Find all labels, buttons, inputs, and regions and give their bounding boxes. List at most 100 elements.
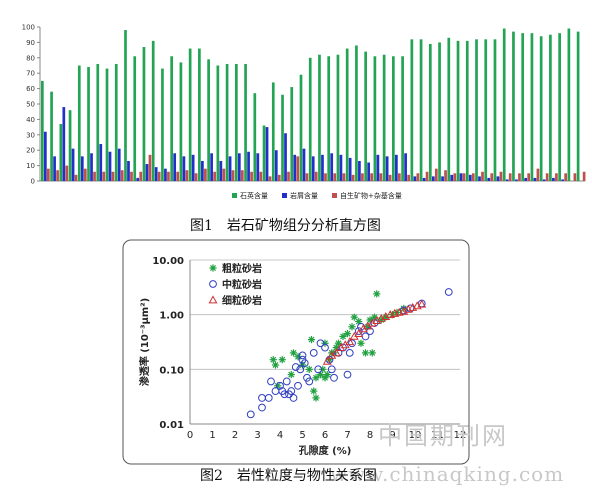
bar-series0 <box>207 59 210 182</box>
point-circle <box>298 351 307 360</box>
bar-series1 <box>210 153 213 181</box>
point-star <box>368 349 376 357</box>
point-star <box>271 361 280 369</box>
bar-series1 <box>533 177 537 181</box>
point-star <box>310 387 318 395</box>
point-circle <box>345 348 354 357</box>
bar-series1 <box>71 148 75 181</box>
point-circle <box>343 370 352 379</box>
legend-label-0: 粗粒砂岩 <box>222 262 262 275</box>
y-axis-label: 渗透率 (10⁻³μm²) <box>138 298 151 386</box>
bar-series1 <box>422 177 426 181</box>
bar-series0 <box>521 33 525 181</box>
point-triangle <box>354 328 364 338</box>
bar-series1 <box>164 168 167 181</box>
x-tick-label: 9 <box>389 430 395 441</box>
bar-series1 <box>173 153 177 181</box>
bar-series2 <box>527 173 531 181</box>
bar-series1 <box>376 154 380 181</box>
legend-label-1: 中粒砂岩 <box>222 278 262 291</box>
x-axis-label: 孔隙度 (%) <box>299 444 352 457</box>
bar-series2 <box>490 173 494 181</box>
bar-series2 <box>130 171 133 181</box>
bar-series2 <box>434 168 438 181</box>
bar-series1 <box>496 176 500 181</box>
histogram-bars <box>41 28 586 182</box>
bar-series1 <box>450 174 454 181</box>
point-star <box>278 356 286 364</box>
legend-swatch-2 <box>332 193 337 198</box>
bar-series0 <box>549 34 552 182</box>
bar-series1 <box>117 148 121 181</box>
y-tick-label: 10 <box>26 162 35 170</box>
bar-series2 <box>83 168 87 181</box>
bar-series1 <box>237 153 241 181</box>
bar-series0 <box>428 43 432 181</box>
bar-series0 <box>244 63 247 181</box>
x-tick-label: 0 <box>187 430 193 441</box>
bar-series0 <box>576 31 580 182</box>
bar-series1 <box>247 151 250 181</box>
bar-series1 <box>431 176 435 181</box>
bar-series2 <box>305 173 309 181</box>
point-star <box>334 339 343 347</box>
bar-series1 <box>441 176 444 181</box>
bar-series1 <box>154 167 158 181</box>
y-tick-label: 30 <box>26 131 35 139</box>
point-star <box>348 323 356 331</box>
point-triangle <box>336 342 346 351</box>
x-tick-label: 4 <box>277 430 283 441</box>
bar-series0 <box>438 42 441 182</box>
point-circle <box>209 280 217 288</box>
y-tick-label: 0.10 <box>159 365 184 376</box>
bar-series2 <box>444 170 447 181</box>
bar-series2 <box>194 173 198 181</box>
bar-series2 <box>204 168 207 181</box>
bar-series0 <box>170 56 174 182</box>
bar-series0 <box>345 48 349 182</box>
y-tick-label: 100 <box>22 24 35 32</box>
watermark-url: www.chinaqking.com <box>330 462 565 486</box>
bar-series0 <box>271 82 275 181</box>
bar-series2 <box>231 170 235 181</box>
x-tick-label: 6 <box>322 430 328 441</box>
point-circle <box>327 365 336 374</box>
point-star <box>307 335 316 344</box>
bar-series2 <box>508 173 512 181</box>
bar-series1 <box>53 156 56 181</box>
bar-series1 <box>265 127 269 181</box>
bar-series2 <box>222 168 226 181</box>
bar-series1 <box>256 153 260 181</box>
bar-series2 <box>351 174 355 181</box>
point-circle <box>267 377 275 386</box>
bar-series0 <box>68 110 72 181</box>
bar-series2 <box>564 173 567 181</box>
point-circle <box>258 403 266 412</box>
bar-series2 <box>287 171 290 181</box>
point-star <box>350 313 358 321</box>
bar-series2 <box>555 173 558 181</box>
y-tick-label: 20 <box>26 147 35 155</box>
point-star <box>373 290 381 298</box>
bar-series0 <box>281 94 284 181</box>
bar-series2 <box>157 171 161 181</box>
bar-series0 <box>179 62 183 181</box>
histogram-legend: 石英含量 岩屑含量 自生矿物+杂基含量 <box>232 191 402 200</box>
bar-series1 <box>542 179 546 181</box>
bar-series2 <box>47 168 50 181</box>
bar-series2 <box>259 171 263 181</box>
bar-series0 <box>401 56 404 182</box>
legend-label-2: 自生矿物+杂基含量 <box>340 191 402 200</box>
bar-series2 <box>361 173 364 181</box>
x-tick-label: 10 <box>409 430 422 441</box>
bar-series1 <box>515 179 518 181</box>
legend-label-2: 细粒砂岩 <box>222 294 262 307</box>
bar-series1 <box>321 154 324 181</box>
bar-series0 <box>318 54 321 181</box>
bar-series0 <box>512 31 515 182</box>
bar-series2 <box>93 171 96 181</box>
scatter-chart-border <box>122 239 470 465</box>
y-tick-label: 50 <box>26 101 35 109</box>
bar-series2 <box>416 173 420 181</box>
bar-series0 <box>456 40 460 181</box>
